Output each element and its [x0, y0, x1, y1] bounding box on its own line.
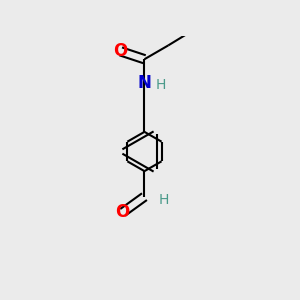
Text: H: H — [156, 78, 166, 92]
Text: O: O — [116, 203, 130, 221]
Text: N: N — [137, 74, 152, 92]
Text: O: O — [114, 42, 128, 60]
Text: H: H — [159, 193, 169, 207]
